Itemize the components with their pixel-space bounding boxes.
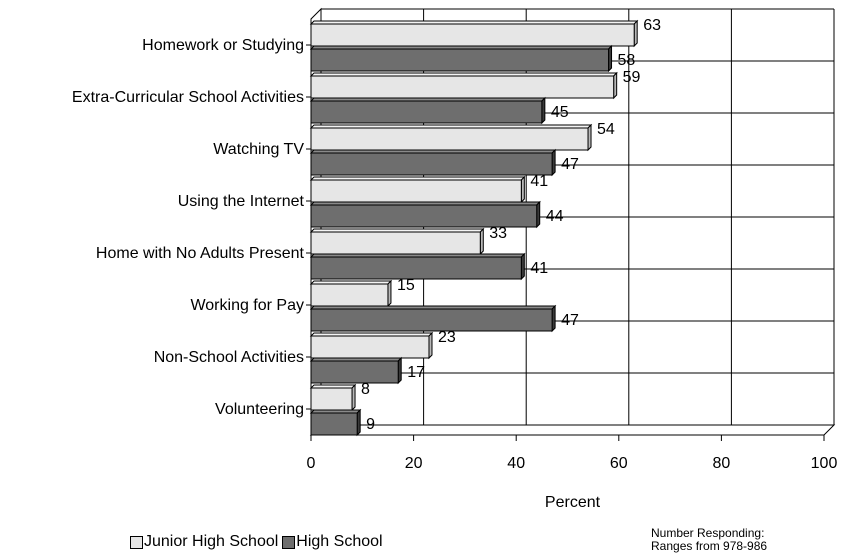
bar-high-school-using-the-internet (310, 204, 538, 228)
bar-junior-high-school-non-school-activities (310, 335, 430, 359)
data-label-junior-high-school-non-school-activities: 23 (438, 329, 456, 346)
data-label-high-school-using-the-internet: 44 (546, 208, 564, 225)
x-tick-label-100: 100 (811, 455, 838, 472)
data-label-junior-high-school-home-with-no-adults-present: 33 (489, 225, 507, 242)
respondents-note-line-1: Number Responding: (651, 526, 765, 540)
data-label-junior-high-school-volunteering: 8 (361, 381, 370, 398)
category-label-extra-curricular-school-activities: Extra-Curricular School Activities (72, 89, 304, 106)
data-label-junior-high-school-using-the-internet: 41 (530, 173, 548, 190)
data-label-junior-high-school-extra-curricular-school-activities: 59 (623, 69, 641, 86)
bar-high-school-working-for-pay (310, 308, 553, 332)
legend-item-junior-high: Junior High School (130, 533, 278, 551)
category-label-working-for-pay: Working for Pay (190, 297, 304, 314)
x-tick-label-60: 60 (610, 455, 628, 472)
bar-high-school-volunteering (310, 412, 358, 436)
bar-high-school-extra-curricular-school-activities (310, 100, 543, 124)
legend: Junior High School High School (130, 533, 387, 551)
category-label-volunteering: Volunteering (215, 401, 304, 418)
category-label-non-school-activities: Non-School Activities (154, 349, 304, 366)
bar-junior-high-school-working-for-pay (310, 283, 389, 307)
x-tick-label-80: 80 (713, 455, 731, 472)
bar-high-school-non-school-activities (310, 360, 399, 384)
bar-high-school-watching-tv (310, 152, 553, 176)
bar-high-school-homework-or-studying (310, 48, 610, 72)
floor (309, 424, 836, 436)
bar-junior-high-school-volunteering (310, 387, 353, 411)
legend-label-high-school: High School (296, 533, 383, 550)
respondents-note: Number Responding: Ranges from 978-986 (651, 527, 767, 553)
data-label-high-school-non-school-activities: 17 (407, 364, 425, 381)
respondents-note-line-2: Ranges from 978-986 (651, 539, 768, 553)
bar-high-school-home-with-no-adults-present (310, 256, 522, 280)
data-label-junior-high-school-homework-or-studying: 63 (643, 17, 661, 34)
x-tick-label-0: 0 (307, 455, 316, 472)
bar-junior-high-school-extra-curricular-school-activities (310, 75, 615, 99)
data-label-high-school-working-for-pay: 47 (561, 312, 579, 329)
data-label-high-school-extra-curricular-school-activities: 45 (551, 104, 569, 121)
bar-junior-high-school-using-the-internet (310, 179, 522, 203)
legend-swatch-high-school (282, 535, 296, 549)
x-tick-label-40: 40 (507, 455, 525, 472)
category-label-watching-tv: Watching TV (213, 141, 304, 158)
category-label-home-with-no-adults-present: Home with No Adults Present (96, 245, 305, 262)
category-label-using-the-internet: Using the Internet (178, 193, 305, 210)
legend-label-junior-high: Junior High School (144, 533, 279, 550)
category-label-homework-or-studying: Homework or Studying (142, 37, 304, 54)
bar-junior-high-school-home-with-no-adults-present (310, 231, 481, 255)
x-tick-label-20: 20 (405, 455, 423, 472)
x-axis-title: Percent (545, 494, 601, 511)
bar-junior-high-school-watching-tv (310, 127, 589, 151)
data-label-junior-high-school-watching-tv: 54 (597, 121, 615, 138)
data-label-high-school-homework-or-studying: 58 (618, 52, 636, 69)
legend-swatch-junior-high (130, 535, 143, 549)
data-label-junior-high-school-working-for-pay: 15 (397, 277, 415, 294)
data-label-high-school-home-with-no-adults-present: 41 (530, 260, 548, 277)
data-label-high-school-watching-tv: 47 (561, 156, 579, 173)
bar-junior-high-school-homework-or-studying (310, 23, 635, 47)
legend-item-high-school: High School (282, 533, 383, 551)
data-label-high-school-volunteering: 9 (366, 416, 375, 433)
